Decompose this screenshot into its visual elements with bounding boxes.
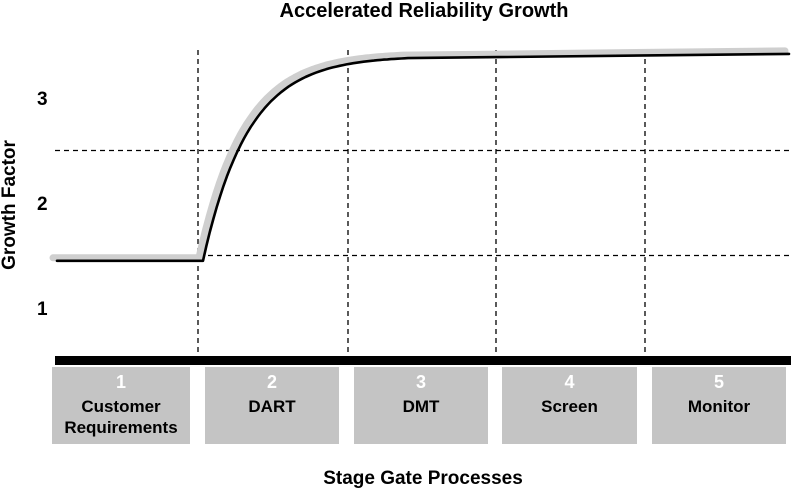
stage-number: 4 (564, 372, 574, 392)
stage-label: Screen (541, 397, 598, 416)
grid-lines (55, 50, 791, 356)
stage-box-5: 5 Monitor (652, 367, 786, 444)
stage-number: 3 (416, 372, 426, 392)
stage-label: Monitor (688, 397, 751, 416)
stage-baseline-bar (55, 356, 791, 365)
stage-box-3: 3 DMT (354, 367, 488, 444)
stage-boxes: 1 Customer Requirements 2 DART 3 DMT 4 Screen 5 Mo… (52, 367, 786, 444)
growth-curve-shadow (49, 47, 789, 262)
stage-box-background (52, 367, 190, 444)
y-tick-labels: 1 2 3 (37, 89, 48, 320)
stage-number: 2 (267, 372, 277, 392)
stage-box-1: 1 Customer Requirements (52, 367, 190, 444)
y-tick-label: 1 (37, 299, 48, 320)
y-tick-label: 2 (37, 194, 48, 215)
stage-box-background (502, 367, 637, 444)
stage-box-background (354, 367, 488, 444)
growth-curve (55, 52, 791, 263)
stage-box-background (205, 367, 339, 444)
stage-label: DMT (403, 397, 440, 416)
stage-label: DART (248, 397, 296, 416)
stage-box-4: 4 Screen (502, 367, 637, 444)
stage-box-background (652, 367, 786, 444)
x-axis-label: Stage Gate Processes (323, 468, 523, 489)
y-tick-label: 3 (37, 89, 48, 110)
stage-label: Requirements (64, 418, 177, 437)
chart-title: Accelerated Reliability Growth (280, 0, 569, 22)
stage-box-2: 2 DART (205, 367, 339, 444)
stage-label: Customer (81, 397, 161, 416)
stage-number: 5 (714, 372, 724, 392)
y-axis-label: Growth Factor (0, 139, 20, 269)
stage-number: 1 (116, 372, 126, 392)
